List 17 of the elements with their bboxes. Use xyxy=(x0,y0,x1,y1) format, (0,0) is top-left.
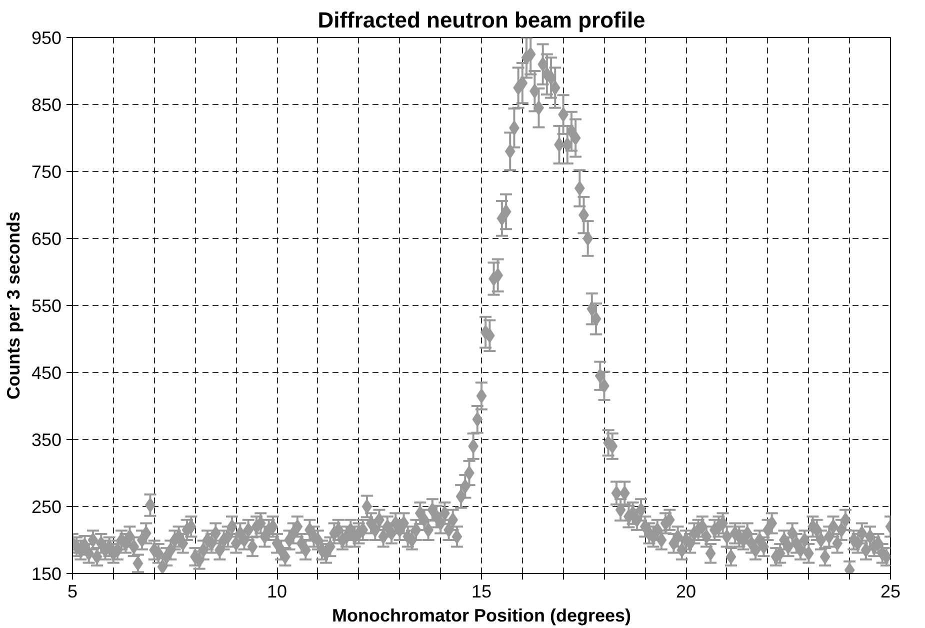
x-tick-label: 15 xyxy=(471,582,492,602)
y-axis-title: Counts per 3 seconds xyxy=(3,211,24,400)
y-tick-label: 250 xyxy=(31,497,62,517)
y-tick-label: 750 xyxy=(31,162,62,182)
y-tick-label: 150 xyxy=(31,564,62,584)
y-tick-label: 350 xyxy=(31,430,62,450)
x-tick-label: 25 xyxy=(880,582,901,602)
x-tick-label: 10 xyxy=(266,582,288,602)
y-tick-label: 850 xyxy=(31,95,62,115)
y-tick-label: 650 xyxy=(31,229,62,249)
y-tick-label: 550 xyxy=(31,296,62,316)
chart-title: Diffracted neutron beam profile xyxy=(318,8,646,32)
y-tick-label: 950 xyxy=(31,28,62,48)
y-tick-label: 450 xyxy=(31,363,62,383)
x-axis-title: Monochromator Position (degrees) xyxy=(332,606,632,626)
x-tick-label: 5 xyxy=(67,582,78,602)
x-tick-label: 20 xyxy=(676,582,696,602)
